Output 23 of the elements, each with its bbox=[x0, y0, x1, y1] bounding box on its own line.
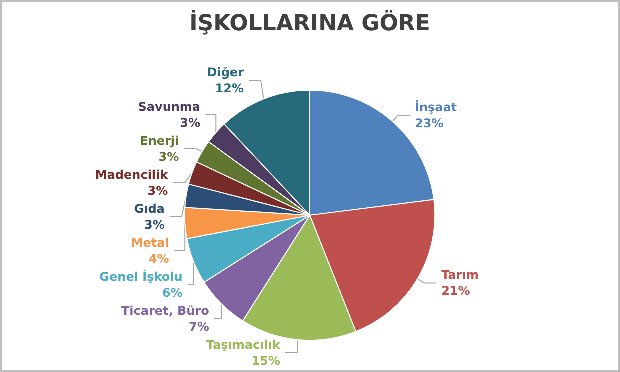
slice-label: Gıda bbox=[134, 202, 165, 216]
data-label: 3% bbox=[144, 218, 165, 232]
data-label: 4% bbox=[148, 252, 170, 266]
data-label: 12% bbox=[215, 82, 244, 96]
slice-label: Ticaret, Büro bbox=[122, 304, 210, 318]
slice-label: Diğer bbox=[207, 66, 244, 80]
data-label: 7% bbox=[189, 320, 210, 334]
data-label: 15% bbox=[252, 354, 280, 368]
slice-label: İnşaat bbox=[415, 100, 458, 115]
data-label: 3% bbox=[180, 116, 201, 130]
data-label: 6% bbox=[162, 286, 183, 300]
slice-label: Madencilik bbox=[95, 168, 170, 182]
chart-title: İŞKOLLARINA GÖRE bbox=[190, 10, 430, 36]
slice-label: Metal bbox=[131, 236, 170, 250]
data-label: 23% bbox=[415, 116, 444, 131]
data-label: 21% bbox=[442, 284, 470, 298]
slice-label: Savunma bbox=[138, 100, 201, 114]
slice-label: Taşımacılık bbox=[206, 338, 282, 352]
slice-label: Enerji bbox=[140, 134, 180, 148]
slice-label: Tarım bbox=[442, 268, 479, 282]
data-label: 3% bbox=[158, 150, 180, 164]
data-label: 3% bbox=[148, 184, 168, 198]
slice-label: Genel İşkolu bbox=[100, 269, 183, 284]
